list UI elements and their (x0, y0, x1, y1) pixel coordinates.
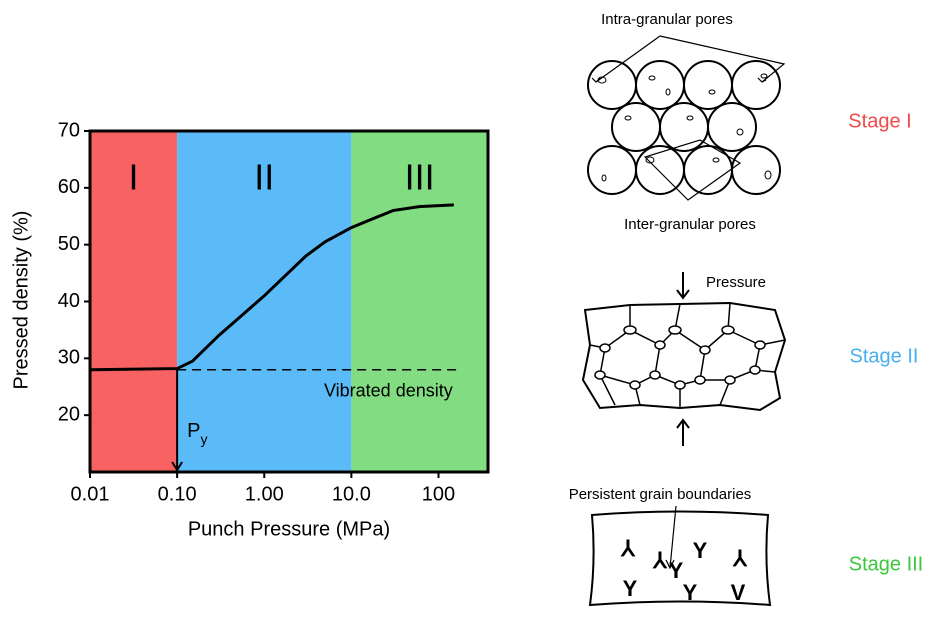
figure: IIIIII2030405060700.010.101.0010.0100Vib… (0, 0, 936, 626)
stage-label: Stage II (850, 345, 919, 367)
region-label: II (254, 157, 274, 198)
svg-text:Y: Y (623, 576, 638, 601)
stage-label: Stage I (848, 110, 911, 132)
svg-text:Y: Y (669, 558, 684, 583)
y-tick-label: 60 (58, 176, 80, 198)
boundaries-label: Persistent grain boundaries (569, 486, 752, 503)
x-tick-label: 100 (422, 483, 455, 505)
marker-text: P (187, 420, 200, 442)
svg-text:Y: Y (693, 538, 708, 563)
y-tick-label: 30 (58, 347, 80, 369)
stage-label: Stage III (849, 553, 924, 575)
y-tick-label: 40 (58, 290, 80, 312)
svg-text:⅄: ⅄ (652, 548, 668, 573)
inter-label: Inter-granular pores (624, 216, 756, 233)
y-tick-label: 70 (58, 119, 80, 141)
stage-1-diagram: Intra-granular pores Inter-granular pore… (588, 11, 912, 233)
x-tick-label: 0.10 (158, 483, 197, 505)
line-label: Vibrated density (324, 380, 453, 400)
stage-2-diagram: Pressure Stage II (583, 272, 918, 446)
x-tick-label: 0.01 (71, 483, 110, 505)
y-tick-label: 50 (58, 233, 80, 255)
x-tick-label: 10.0 (332, 483, 371, 505)
svg-text:V: V (731, 580, 746, 605)
y-tick-label: 20 (58, 403, 80, 425)
pressure-label: Pressure (706, 274, 766, 291)
x-tick-label: 1.00 (245, 483, 284, 505)
svg-text:⅄: ⅄ (732, 546, 748, 571)
svg-text:⅄: ⅄ (620, 536, 636, 561)
region-label: I (129, 157, 139, 198)
region-label: III (405, 157, 435, 198)
x-axis-label: Punch Pressure (MPa) (188, 518, 390, 540)
marker-subscript: y (200, 431, 207, 447)
y-axis-label: Pressed density (%) (10, 211, 32, 390)
svg-text:Y: Y (683, 580, 698, 605)
intra-label: Intra-granular pores (601, 11, 733, 28)
